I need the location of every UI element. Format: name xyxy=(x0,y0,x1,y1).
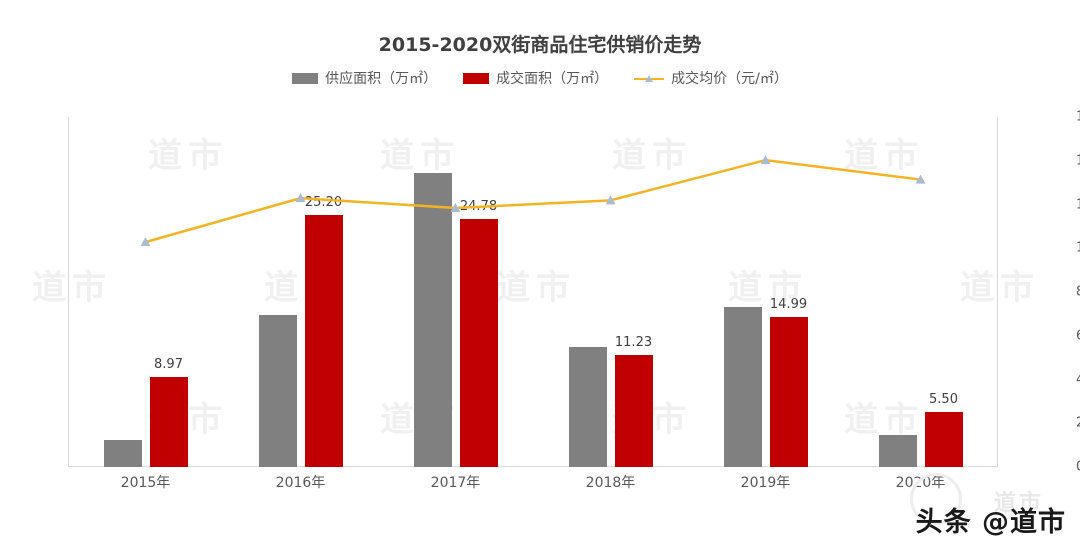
bar-value-label: 5.50 xyxy=(929,392,958,407)
legend-swatch-icon xyxy=(463,72,490,84)
bar-deal[interactable] xyxy=(924,412,963,467)
bar-supply[interactable] xyxy=(878,435,917,467)
legend-item-price[interactable]: 成交均价（元/㎡） xyxy=(634,68,788,88)
bar-value-label: 11.23 xyxy=(614,334,653,350)
right-axis-tick: 14000 xyxy=(1076,153,1080,168)
toutiao-badge-text: 头条 @道市 xyxy=(915,507,1066,538)
bar-supply[interactable] xyxy=(103,440,142,467)
legend-line-marker-icon xyxy=(634,73,665,84)
bar-supply[interactable] xyxy=(258,315,297,467)
bar-supply[interactable] xyxy=(723,307,762,467)
watermark-ring-icon xyxy=(910,473,962,525)
right-axis-tick: 0 xyxy=(1076,460,1080,475)
bar-group: 5.50 xyxy=(843,117,998,467)
category-label: 2015年 xyxy=(120,475,171,491)
category-label: 2017年 xyxy=(430,475,481,491)
left-axis-line xyxy=(68,117,69,467)
price-marker[interactable] xyxy=(760,155,771,165)
bar-group: 11.23 xyxy=(533,117,688,467)
bar-deal[interactable] xyxy=(769,317,808,467)
price-marker[interactable] xyxy=(915,174,926,184)
watermark-ghost-text: 道市 xyxy=(993,491,1044,516)
price-marker[interactable] xyxy=(605,195,616,205)
right-axis-tick: 6000 xyxy=(1076,328,1080,343)
bar-groups: 8.97 25.20 24.78 11.23 14.99 5.50 xyxy=(68,117,998,467)
legend-label: 成交面积（万㎡） xyxy=(496,71,609,87)
price-marker[interactable] xyxy=(140,237,151,247)
price-marker[interactable] xyxy=(450,203,461,212)
right-axis-tick: 8000 xyxy=(1076,285,1080,300)
chart-title: 2015-2020双街商品住宅供销价走势 xyxy=(378,34,702,56)
bar-deal[interactable] xyxy=(459,219,498,467)
toutiao-badge: 头条 @道市 xyxy=(916,500,1066,539)
bar-deal[interactable] xyxy=(149,377,188,467)
bar-group: 8.97 xyxy=(68,117,223,467)
category-axis-line xyxy=(68,466,998,467)
bar-deal[interactable] xyxy=(614,354,653,467)
right-axis-tick: 4000 xyxy=(1076,372,1080,387)
bar-supply[interactable] xyxy=(568,347,607,467)
bar-group: 14.99 xyxy=(688,117,843,467)
bar-group: 24.78 xyxy=(378,117,533,467)
right-axis-tick: 10000 xyxy=(1076,241,1080,256)
bar-supply[interactable] xyxy=(413,173,452,467)
right-axis-line xyxy=(997,117,998,467)
legend-label: 成交均价（元/㎡） xyxy=(671,71,788,87)
price-line xyxy=(145,158,921,244)
legend-item-deal[interactable]: 成交面积（万㎡） xyxy=(463,68,608,88)
bar-value-label: 14.99 xyxy=(769,297,808,313)
legend-swatch-icon xyxy=(292,72,319,84)
category-label: 2019年 xyxy=(740,475,791,491)
plot-area: 0.00 5.00 10.00 15.00 20.00 25.00 30.00 … xyxy=(68,110,1080,475)
right-axis-tick: 16000 xyxy=(1076,110,1080,125)
category-label: 2018年 xyxy=(585,475,636,491)
category-label: 2016年 xyxy=(275,475,326,491)
bar-value-label: 8.97 xyxy=(154,357,183,373)
bar-deal[interactable] xyxy=(304,215,343,467)
bar-group: 25.20 xyxy=(223,117,378,467)
price-marker[interactable] xyxy=(295,193,306,203)
category-labels: 2015年 2016年 2017年 2018年 2019年 2020年 xyxy=(68,472,998,502)
right-axis-tick: 2000 xyxy=(1076,416,1080,431)
price-line-series xyxy=(140,155,926,247)
legend-label: 供应面积（万㎡） xyxy=(325,71,438,87)
right-axis-tick: 12000 xyxy=(1076,197,1080,212)
legend-item-supply[interactable]: 供应面积（万㎡） xyxy=(292,68,437,88)
chart-legend: 供应面积（万㎡） 成交面积（万㎡） 成交均价（元/㎡） xyxy=(0,68,1080,88)
